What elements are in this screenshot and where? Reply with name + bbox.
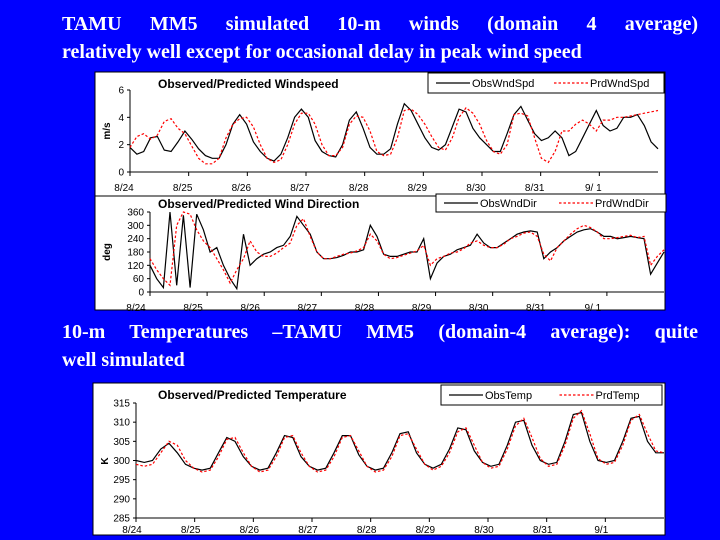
y-tick-label: 240: [127, 234, 144, 245]
x-tick-label: 8/28: [355, 303, 375, 314]
x-tick-label: 8/25: [173, 183, 193, 194]
y-tick-label: 0: [118, 168, 124, 179]
x-tick-label: 8/30: [469, 303, 489, 314]
slide-title-line1: TAMU MM5 simulated 10-m winds (domain 4 …: [62, 13, 698, 35]
series-PrdWndSpd: [129, 106, 659, 165]
y-tick-label: 6: [118, 86, 124, 97]
y-tick-label: 120: [127, 261, 144, 272]
chart-frame: [92, 382, 666, 536]
x-tick-label: 8/28: [349, 183, 369, 194]
legend-label: PrdTemp: [596, 390, 640, 402]
series-ObsWndSpd: [129, 102, 659, 162]
legend-label: PrdWndDir: [595, 198, 649, 210]
y-tick-label: 60: [133, 274, 145, 285]
x-tick-label: 9/ 1: [585, 303, 602, 314]
y-tick-label: 2: [118, 140, 124, 151]
series-ObsTemp: [135, 411, 664, 471]
series-PrdWndDir: [149, 211, 665, 287]
slide-subtitle-line1: 10-m Temperatures –TAMU MM5 (domain-4 av…: [62, 321, 698, 343]
x-tick-label: 8/26: [240, 303, 260, 314]
x-tick-label: 9/ 1: [585, 183, 602, 194]
chart-speed: 0 2 4 6 8/24 8/25 8/26 8/27 8/28 8/29 8/30 8/31 9/ 1…: [94, 71, 666, 198]
x-tick-label: 8/30: [466, 183, 486, 194]
y-axis-label: m/s: [102, 122, 113, 140]
slide-subtitle-line2: well simulated: [62, 349, 185, 371]
x-tick-label: 8/29: [412, 303, 432, 314]
x-tick-label: 8/29: [408, 183, 428, 194]
legend-box: [427, 72, 665, 94]
x-tick-label: 8/31: [525, 183, 545, 194]
x-tick-label: 8/29: [416, 525, 436, 536]
y-tick-label: 315: [113, 399, 130, 410]
legend-label: ObsWndSpd: [472, 78, 534, 90]
y-tick-label: 180: [127, 248, 144, 259]
y-axis-label: deg: [102, 243, 113, 261]
legend-label: ObsWndDir: [480, 198, 537, 210]
x-tick-label: 8/25: [183, 303, 203, 314]
chart-title: Observed/Predicted Temperature: [158, 388, 347, 402]
x-tick-label: 8/31: [526, 303, 546, 314]
y-tick-label: 360: [127, 208, 144, 219]
x-tick-label: 8/24: [126, 303, 146, 314]
x-tick-label: 8/27: [298, 525, 318, 536]
y-tick-label: 295: [113, 475, 130, 486]
y-axis-label: K: [100, 457, 111, 465]
y-tick-label: 0: [138, 288, 144, 299]
slide-title-line2: relatively well except for occasional de…: [62, 41, 582, 63]
series-ObsWndDir: [149, 211, 665, 291]
x-tick-label: 8/26: [232, 183, 252, 194]
x-tick-label: 8/31: [533, 525, 553, 536]
x-tick-label: 8/27: [298, 303, 318, 314]
chart-title: Observed/Predicted Windspeed: [158, 77, 339, 91]
y-tick-label: 4: [118, 113, 124, 124]
legend-label: ObsTemp: [485, 390, 532, 402]
y-tick-label: 285: [113, 514, 130, 525]
y-tick-label: 290: [113, 494, 130, 505]
chart-title: Observed/Predicted Wind Direction: [158, 197, 359, 211]
x-tick-label: 8/30: [474, 525, 494, 536]
y-tick-label: 305: [113, 437, 130, 448]
x-tick-label: 8/25: [181, 525, 201, 536]
y-tick-label: 300: [113, 456, 130, 467]
legend-label: PrdWndSpd: [590, 78, 649, 90]
x-tick-label: 8/26: [240, 525, 260, 536]
chart-temperature: 285 290 295 300 305 310 315 8/24 8/25 8/26 8/27 8/2…: [92, 382, 666, 536]
y-tick-label: 310: [113, 418, 130, 429]
legend-box: [440, 384, 663, 406]
chart-direction: 0 60 120 180 240 300 360 8/24 8/25 8/26 8/27 8/28 8/…: [94, 193, 667, 314]
y-tick-label: 300: [127, 221, 144, 232]
x-tick-label: 8/24: [122, 525, 142, 536]
legend-box: [435, 193, 667, 213]
x-tick-label: 8/27: [290, 183, 310, 194]
x-tick-label: 8/28: [357, 525, 377, 536]
x-tick-label: 9/1: [594, 525, 608, 536]
chart-frame: [94, 195, 666, 311]
x-tick-label: 8/24: [114, 183, 134, 194]
